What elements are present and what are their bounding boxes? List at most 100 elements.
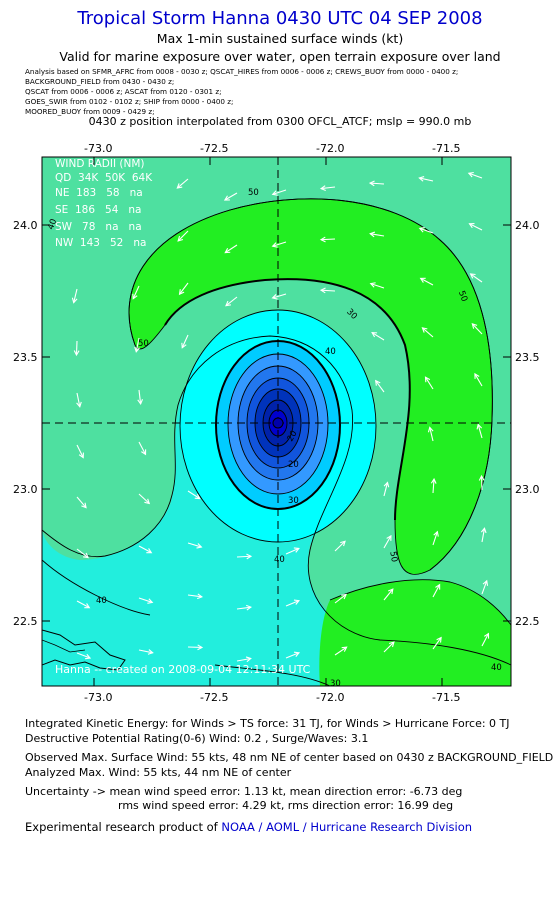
analysis-source-line: BACKGROUND_FIELD from 0430 - 0430 z; xyxy=(25,77,175,86)
wind-vector-head xyxy=(474,372,480,379)
wind-vector xyxy=(75,340,78,356)
wind-vector-head xyxy=(245,656,252,663)
wind-vector-head xyxy=(271,190,278,196)
wind-radii-row: SE 186 54 na xyxy=(55,204,142,216)
wind-vector-head xyxy=(223,195,230,201)
contour-label: 30 xyxy=(288,496,299,506)
wind-vector xyxy=(432,584,441,598)
lon-tick-label: -71.5 xyxy=(432,142,460,155)
wind-vector xyxy=(321,186,336,190)
wind-vector-head xyxy=(293,651,301,657)
uncertainty-line-1: Uncertainty -> mean wind speed error: 1.… xyxy=(25,785,463,798)
lat-tick-label: 22.5 xyxy=(515,615,540,628)
axis-ticks xyxy=(42,157,511,686)
wind-vector-head xyxy=(386,534,392,541)
wind-vector xyxy=(187,594,202,598)
lat-tick-label: 22.5 xyxy=(13,615,38,628)
wind-vector-head xyxy=(271,242,278,248)
validity-note: Valid for marine exposure over water, op… xyxy=(59,49,501,64)
wind-vector-head xyxy=(246,604,253,611)
wind-vector xyxy=(73,288,78,303)
contour-label: 30 xyxy=(330,679,341,689)
wind-vector-head xyxy=(424,376,431,383)
credit-prefix: Experimental research product of xyxy=(25,820,222,834)
wind-vector-head xyxy=(341,593,347,600)
wind-vector-head xyxy=(319,185,326,191)
wind-vector-head xyxy=(181,342,187,349)
contour-label: 50 xyxy=(138,339,149,349)
contour-label: 50 xyxy=(456,290,469,304)
wind-vector xyxy=(470,273,483,283)
wind-radii-row: WIND RADII (NM) xyxy=(55,158,145,170)
wind-vector-head xyxy=(427,426,434,433)
wind-vector-head xyxy=(78,452,84,459)
wind-vector xyxy=(383,641,395,653)
position-note: 0430 z position interpolated from 0300 O… xyxy=(88,115,472,128)
wind-vector xyxy=(236,555,252,558)
wind-vector-head xyxy=(480,527,487,534)
wind-vector-head xyxy=(194,493,201,500)
wind-vector-head xyxy=(319,287,326,294)
observed-max-wind: Observed Max. Surface Wind: 55 kts, 48 n… xyxy=(25,751,554,764)
analyzed-max-wind: Analyzed Max. Wind: 55 kts, 44 nm NE of … xyxy=(25,766,292,779)
wind-vector-head xyxy=(293,547,300,553)
wind-vector-head xyxy=(85,653,92,660)
wind-vector xyxy=(474,373,483,387)
contour-label: 50 xyxy=(387,551,399,563)
wind-vector-head xyxy=(196,543,203,549)
wind-vector-head xyxy=(371,331,378,338)
hrd-link[interactable]: NOAA / AOML / Hurricane Research Divisio… xyxy=(221,820,473,834)
wind-vector-head xyxy=(387,588,394,595)
wind-vector xyxy=(76,392,81,407)
wind-vector xyxy=(432,531,438,546)
page-title: Tropical Storm Hanna 0430 UTC 04 SEP 200… xyxy=(77,8,483,29)
wind-radii-row: NW 143 52 na xyxy=(55,237,146,249)
wind-vector-head xyxy=(81,502,87,509)
wind-radii-row: SW 78 na na xyxy=(55,221,142,233)
wind-vector-head xyxy=(435,583,441,590)
wind-vector xyxy=(481,580,488,595)
wind-vector-head xyxy=(369,231,376,238)
wind-vector xyxy=(138,597,153,603)
lon-tick-label: -73.0 xyxy=(84,691,112,704)
wind-vector xyxy=(320,289,336,292)
lon-tick-label: -72.5 xyxy=(200,142,228,155)
wind-vector xyxy=(477,424,483,439)
wind-vector xyxy=(481,633,489,647)
lon-tick-label: -72.0 xyxy=(316,142,344,155)
wind-vector xyxy=(236,606,251,610)
wind-vector-head xyxy=(418,227,425,233)
wind-vector-head xyxy=(468,223,475,229)
wind-vector xyxy=(132,285,140,299)
wind-vector-head xyxy=(224,247,231,254)
wind-vector xyxy=(272,189,287,195)
wind-vector-head xyxy=(176,183,183,189)
uncertainty-line-2: rms wind speed error: 4.29 kt, rms direc… xyxy=(118,799,454,812)
contour-label: 40 xyxy=(46,218,59,232)
contour-label: 20 xyxy=(288,460,299,470)
wind-radii-table: WIND RADII (NM) QD 34K 50K 64K NE 183 58… xyxy=(55,158,153,249)
wind-vector-head xyxy=(197,644,204,651)
wind-vector-head xyxy=(134,346,140,353)
wind-vector-head xyxy=(433,530,439,537)
wind-vector xyxy=(468,172,483,179)
wind-vector xyxy=(419,227,434,234)
wind-vector xyxy=(285,652,300,659)
wind-vector-head xyxy=(478,474,485,481)
lon-tick-label: -71.5 xyxy=(432,691,460,704)
wind-vector-head xyxy=(369,282,376,288)
lat-tick-label: 23.5 xyxy=(515,351,540,364)
wind-vector xyxy=(469,223,483,231)
wind-vector-head xyxy=(419,277,426,283)
contour-label: 50 xyxy=(248,188,259,198)
wind-vector-head xyxy=(84,603,91,609)
wind-vector xyxy=(432,478,435,494)
wind-vector xyxy=(420,277,434,286)
wind-vector-head xyxy=(144,498,151,505)
wind-vector-head xyxy=(368,180,375,187)
wind-vector xyxy=(224,244,238,254)
wind-vector-head xyxy=(137,399,144,406)
wind-vector xyxy=(177,230,189,242)
lon-tick-label: -72.0 xyxy=(316,691,344,704)
storm-center-marker xyxy=(272,417,284,429)
